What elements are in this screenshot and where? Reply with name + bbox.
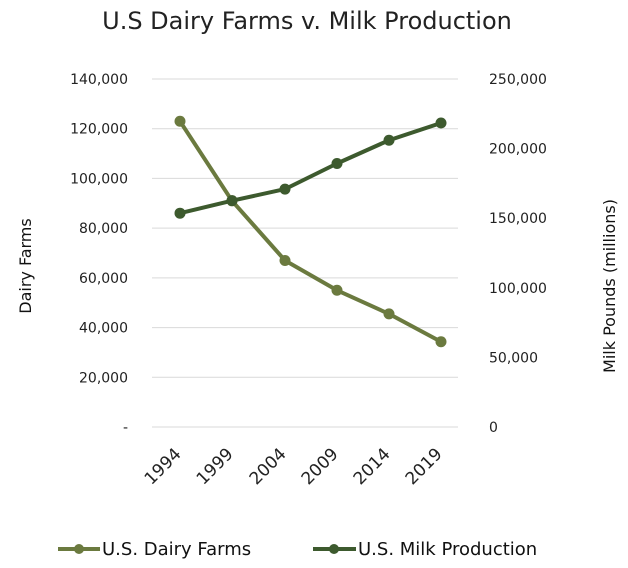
milk-production-point	[174, 207, 186, 219]
x-axis-ticks: 1994 1999 2004 2009 2014 2019	[141, 444, 447, 489]
series-lines	[174, 115, 447, 348]
right-axis-label: Milk Pounds (millions)	[600, 199, 619, 373]
dairy-farms-point	[435, 336, 447, 348]
dairy-farms-point	[331, 284, 343, 296]
legend: U.S. Dairy Farms U.S. Milk Production	[58, 539, 537, 560]
left-axis-tick-label: 40,000	[79, 321, 128, 337]
x-axis-tick-label: 1999	[193, 444, 238, 489]
milk-production-point	[226, 195, 238, 207]
left-axis-tick-label: 140,000	[70, 72, 128, 88]
right-axis-tick-label: 250,000	[489, 72, 547, 88]
right-axis-tick-label: 200,000	[489, 142, 547, 158]
x-axis-tick-label: 2019	[402, 444, 447, 489]
legend-farms-marker	[74, 544, 84, 554]
right-axis-ticks: 0 50,000 100,000 150,000 200,000 250,000	[489, 72, 547, 436]
milk-production-point	[435, 117, 447, 129]
milk-production-point	[383, 134, 395, 146]
legend-milk-label: U.S. Milk Production	[358, 539, 537, 560]
milk-production-point	[279, 183, 291, 195]
left-axis-ticks: - 20,000 40,000 60,000 80,000 100,000 120,000 1…	[70, 72, 128, 436]
legend-milk-marker	[329, 544, 339, 554]
left-axis-tick-label: 20,000	[79, 370, 128, 386]
left-axis-tick-label: 100,000	[70, 171, 128, 187]
left-axis-tick-label: 80,000	[79, 221, 128, 237]
dairy-farms-point	[279, 254, 291, 266]
right-axis-tick-label: 100,000	[489, 281, 547, 297]
legend-farms-label: U.S. Dairy Farms	[102, 539, 251, 560]
x-axis-tick-label: 2014	[350, 444, 395, 489]
dairy-farms-point	[174, 115, 186, 127]
left-axis-tick-label: 120,000	[70, 122, 128, 138]
left-axis-tick-label: -	[123, 420, 128, 436]
x-axis-tick-label: 2004	[246, 444, 291, 489]
x-axis-tick-label: 2009	[298, 444, 343, 489]
chart-title: U.S Dairy Farms v. Milk Production	[102, 7, 512, 35]
right-axis-tick-label: 150,000	[489, 211, 547, 227]
milk-production-point	[331, 157, 343, 169]
milk-production-line	[178, 120, 443, 216]
dairy-farms-line	[178, 119, 443, 344]
dairy-farms-point	[383, 308, 395, 320]
left-axis-label: Dairy Farms	[16, 218, 35, 313]
right-axis-tick-label: 0	[489, 420, 498, 436]
x-axis-tick-label: 1994	[141, 444, 186, 489]
right-axis-tick-label: 50,000	[489, 350, 538, 366]
left-axis-tick-label: 60,000	[79, 271, 128, 287]
